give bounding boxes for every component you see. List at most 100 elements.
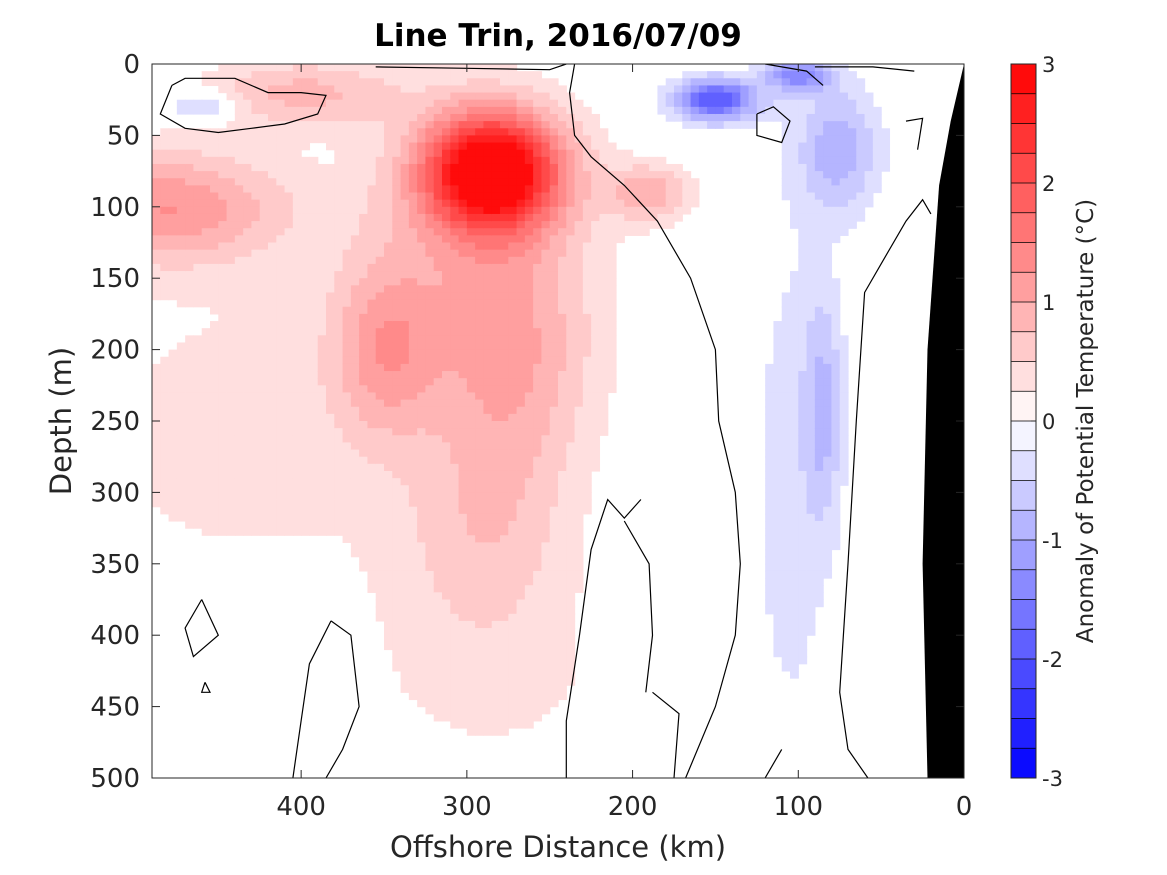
field-cell [790,292,799,301]
field-cell [408,392,418,401]
field-cell [292,485,302,493]
field-cell [798,256,808,265]
field-cell [533,485,543,493]
field-cell [359,292,369,301]
field-cell [433,235,443,244]
field-cell [856,92,866,101]
field-cell [384,428,393,436]
field-cell [591,163,601,172]
field-cell [607,142,617,151]
field-cell [193,492,203,501]
field-cell [823,128,833,136]
field-cell [193,292,203,301]
field-cell [292,313,302,322]
field-cell [400,421,410,429]
field-cell [417,342,427,351]
field-cell [350,421,360,429]
field-cell [301,285,311,294]
field-cell [326,185,335,194]
field-cell [375,406,385,415]
field-cell [334,499,344,508]
field-cell [765,428,775,436]
field-cell [839,428,849,436]
field-cell [259,478,269,486]
field-cell [814,428,824,436]
field-cell [790,613,799,622]
field-cell [301,485,311,493]
field-cell [549,378,559,386]
field-cell [276,256,286,265]
field-cell [524,413,534,422]
field-cell [243,385,253,394]
field-cell [450,92,460,101]
field-cell [259,242,269,251]
field-cell [508,256,518,265]
field-cell [375,356,385,365]
field-cell [458,135,468,144]
field-cell [201,235,211,244]
field-cell [516,499,526,508]
field-cell [251,292,261,301]
field-cell [541,142,551,151]
field-cell [284,163,294,172]
field-cell [317,292,327,301]
field-cell [491,563,501,572]
field-cell [176,99,186,108]
field-cell [342,121,352,129]
field-cell [483,685,493,693]
field-cell [251,178,261,186]
field-cell [210,271,219,279]
field-cell [814,285,824,294]
field-cell [773,392,783,401]
field-cell [491,421,501,429]
field-cell [375,613,385,622]
field-cell [160,442,170,451]
field-cell [408,356,418,365]
field-cell [558,313,567,322]
field-cell [599,221,609,229]
field-cell [259,128,269,136]
field-cell [301,199,311,208]
field-cell [185,435,195,444]
field-cell [624,178,634,186]
field-cell [234,106,244,115]
field-cell [210,178,219,186]
field-cell [814,528,824,536]
field-cell [541,613,551,622]
field-cell [450,513,460,522]
field-cell [201,228,211,236]
field-cell [176,478,186,486]
field-cell [516,506,526,515]
field-cell [790,171,799,179]
field-cell [168,363,178,372]
field-cell [607,199,617,208]
field-cell [201,178,211,186]
field-cell [533,321,543,329]
field-cell [359,535,369,543]
field-cell [317,371,327,379]
field-cell [218,249,228,258]
field-cell [483,292,493,301]
field-cell [483,592,493,601]
field-cell [251,363,261,372]
field-cell [292,421,302,429]
field-cell [442,113,451,122]
field-cell [185,135,195,144]
field-cell [848,121,857,129]
field-cell [516,685,526,693]
field-cell [682,92,692,101]
field-cell [326,463,335,472]
field-cell [442,563,451,572]
field-cell [359,478,369,486]
field-cell [450,628,460,636]
field-cell [582,292,592,301]
field-cell [508,628,518,636]
field-cell [524,113,534,122]
field-cell [524,256,534,265]
field-cell [210,399,219,408]
field-cell [483,249,493,258]
field-cell [533,620,543,629]
field-cell [276,285,286,294]
field-cell [566,399,576,408]
field-cell [533,628,543,636]
